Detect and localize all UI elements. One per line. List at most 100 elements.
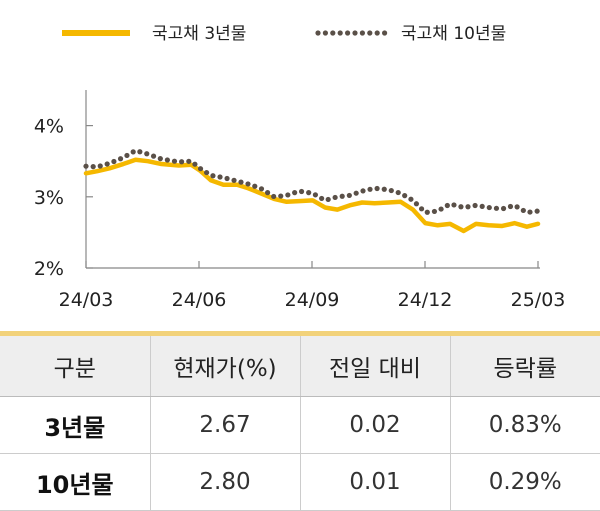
legend-dot bbox=[330, 30, 336, 36]
legend-dot bbox=[315, 30, 321, 36]
series-10y-point bbox=[104, 161, 110, 167]
series-10y-point bbox=[210, 173, 216, 179]
series-10y-point bbox=[346, 192, 352, 199]
table-row: 3년물 2.67 0.02 0.83% bbox=[0, 396, 600, 454]
series-10y-point bbox=[186, 158, 192, 164]
y-tick-label: 2% bbox=[34, 258, 64, 280]
series-10y-point bbox=[458, 204, 464, 210]
table-cell: 2.80 bbox=[149, 453, 300, 511]
legend-dot bbox=[359, 30, 365, 36]
quote-table-wrap: 구분 현재가(%) 전일 대비 등락률 3년물 2.67 0.02 0.83% … bbox=[0, 331, 600, 511]
legend-label-3y: 국고채 3년물 bbox=[152, 24, 246, 44]
legend-dot bbox=[345, 30, 351, 36]
plot-area: 2% 3% 4% 24/03 24/06 24/09 24/12 25/03 bbox=[34, 90, 566, 311]
series-10y-point bbox=[486, 204, 492, 211]
series-10y-point bbox=[493, 205, 500, 211]
series-10y-point bbox=[374, 185, 380, 192]
series-10y-point bbox=[520, 207, 526, 214]
series-10y-dots bbox=[83, 149, 540, 215]
series-10y-point bbox=[353, 190, 359, 196]
series-10y-point bbox=[97, 163, 103, 169]
table-row: 10년물 2.80 0.01 0.29% bbox=[0, 453, 600, 511]
series-10y-point bbox=[231, 177, 237, 183]
series-10y-point bbox=[319, 195, 325, 202]
legend-swatch-10y bbox=[315, 30, 388, 36]
series-10y-point bbox=[312, 192, 319, 198]
series-10y-point bbox=[130, 149, 136, 155]
series-10y-point bbox=[217, 174, 223, 180]
x-tick-label: 24/06 bbox=[172, 289, 227, 311]
series-10y-point bbox=[388, 187, 394, 194]
y-tick-label: 3% bbox=[34, 187, 64, 209]
x-tick-label: 25/03 bbox=[511, 289, 566, 311]
series-10y-point bbox=[224, 175, 230, 182]
x-axis-ticks: 24/03 24/06 24/09 24/12 25/03 bbox=[59, 261, 566, 311]
series-10y-point bbox=[418, 206, 425, 212]
series-10y-point bbox=[325, 196, 331, 203]
table-cell: 0.83% bbox=[449, 396, 600, 454]
series-10y-point bbox=[192, 161, 198, 167]
series-10y-point bbox=[117, 156, 124, 162]
legend-label-10y: 국고채 10년물 bbox=[401, 24, 506, 44]
row-label: 3년물 bbox=[0, 396, 150, 454]
series-10y-point bbox=[514, 204, 520, 210]
series-10y-point bbox=[395, 189, 401, 196]
series-10y-point bbox=[424, 209, 430, 215]
series-10y-point bbox=[271, 193, 277, 200]
header-cell: 등락률 bbox=[449, 336, 600, 397]
series-10y-point bbox=[332, 194, 338, 201]
series-10y-point bbox=[360, 188, 366, 194]
table-cell: 2.67 bbox=[149, 396, 300, 454]
table-cell: 0.02 bbox=[299, 396, 450, 454]
series-10y-point bbox=[402, 193, 408, 199]
series-10y-point bbox=[472, 202, 478, 209]
series-10y-point bbox=[408, 196, 414, 202]
legend-dot bbox=[367, 30, 373, 36]
header-cell: 구분 bbox=[0, 336, 150, 397]
series-10y-point bbox=[479, 203, 485, 209]
y-axis-ticks: 2% 3% 4% bbox=[34, 116, 93, 280]
table-top-rule bbox=[0, 331, 600, 336]
series-10y-point bbox=[258, 186, 265, 192]
series-10y-point bbox=[203, 169, 210, 176]
series-10y-point bbox=[534, 208, 540, 214]
legend-dot bbox=[382, 30, 388, 36]
legend-dot bbox=[337, 30, 343, 36]
series-10y-point bbox=[451, 202, 457, 208]
series-10y-point bbox=[238, 179, 244, 185]
series-10y-point bbox=[124, 152, 130, 159]
quote-table: 구분 현재가(%) 전일 대비 등락률 3년물 2.67 0.02 0.83% … bbox=[0, 336, 600, 511]
series-10y-point bbox=[150, 153, 157, 159]
series-10y-point bbox=[245, 181, 251, 187]
legend-dot bbox=[322, 30, 328, 36]
legend-dot bbox=[352, 30, 358, 36]
series-10y-point bbox=[90, 164, 96, 170]
legend-dot bbox=[374, 30, 380, 36]
series-10y-point bbox=[83, 163, 89, 169]
series-10y-point bbox=[298, 188, 305, 195]
series-10y-point bbox=[252, 183, 258, 189]
series-10y-point bbox=[157, 156, 163, 162]
series-10y-point bbox=[527, 209, 533, 215]
x-tick-label: 24/12 bbox=[398, 289, 453, 311]
series-10y-point bbox=[171, 158, 178, 164]
series-10y-point bbox=[164, 157, 170, 163]
table-header-row: 구분 현재가(%) 전일 대비 등락률 bbox=[0, 336, 600, 397]
series-10y-point bbox=[367, 186, 373, 192]
header-cell: 현재가(%) bbox=[149, 336, 300, 397]
y-tick-label: 4% bbox=[34, 116, 64, 138]
series-3y-line bbox=[83, 157, 541, 234]
series-10y-point bbox=[292, 190, 298, 196]
series-10y-point bbox=[507, 203, 514, 210]
series-10y-point bbox=[111, 158, 117, 165]
row-label: 10년물 bbox=[0, 453, 150, 511]
series-10y-point bbox=[306, 190, 312, 196]
series-10y-point bbox=[179, 159, 185, 165]
series-10y-point bbox=[500, 205, 507, 212]
series-layer bbox=[83, 149, 541, 234]
series-10y-point bbox=[465, 204, 471, 210]
series-10y-point bbox=[381, 186, 387, 192]
chart-legend: 국고채 3년물 국고채 10년물 bbox=[62, 24, 506, 44]
table-cell: 0.29% bbox=[449, 453, 600, 511]
x-tick-label: 24/09 bbox=[285, 289, 340, 311]
